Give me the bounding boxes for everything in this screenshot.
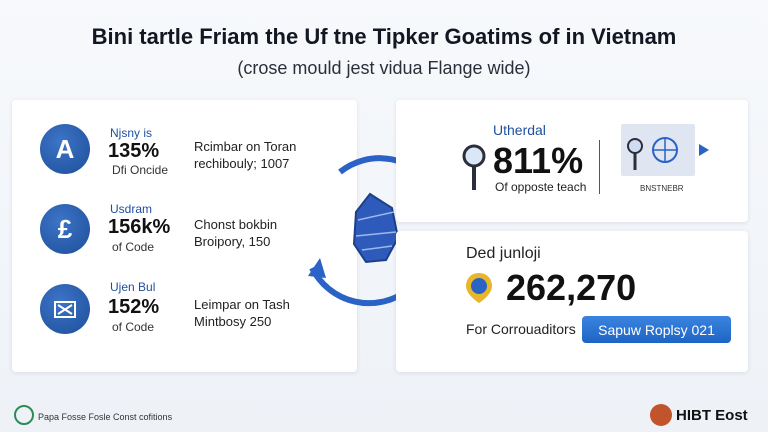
stat-description: Leimpar on Tash Mintbosy 250 <box>194 296 290 330</box>
footer-brand: HIBT Eost <box>676 407 748 424</box>
page-title: Bini tartle Friam the Uf tne Tipker Goat… <box>91 24 677 49</box>
location-pin-icon <box>466 273 492 303</box>
brand-badge-icon <box>650 404 672 426</box>
stat-label: Ujen Bul <box>110 280 156 294</box>
metric-value: 811% <box>493 140 584 181</box>
stat-row: Ujen Bul 152% of Code Leimpar on Tash Mi… <box>12 274 357 344</box>
footer-text: Papa Fosse Fosle Const cofitions <box>38 412 173 422</box>
gem-icon <box>352 192 400 264</box>
stat-description-line: Leimpar on Tash <box>194 297 290 312</box>
gem-facets <box>355 211 397 251</box>
stat-row: £ Usdram 156k% of Code Chonst bokbin Bro… <box>12 194 357 264</box>
pill-button[interactable]: Sapuw Roplsy 021 <box>582 316 731 343</box>
footer-label: For Corrouaditors <box>466 321 576 337</box>
page-subtitle: (crose mould jest vidua Flange wide) <box>237 58 531 78</box>
a-letter-icon: A <box>40 124 90 174</box>
stat-description-line: Chonst bokbin <box>194 217 278 232</box>
magnifier-icon <box>462 144 486 190</box>
chevron-right-icon[interactable] <box>699 144 709 156</box>
bottom-right-panel: Ded junloji 262,270 For Corrouaditors Sa… <box>396 231 748 372</box>
chart-box-glyph <box>54 301 76 318</box>
map-thumbnail <box>621 124 695 176</box>
stat-caption: of Code <box>112 320 155 334</box>
metric-label: Ded junloji <box>466 245 541 262</box>
stat-description-line: rechibouly; 1007 <box>194 156 290 171</box>
stat-value: 135% <box>108 140 160 162</box>
stat-caption: Dfi Oncide <box>112 163 169 177</box>
divider <box>599 140 600 194</box>
cycle-arrow-bottom <box>309 266 410 307</box>
stat-label: Njsny is <box>110 126 153 140</box>
brand-logo-icon <box>14 405 34 425</box>
left-stats-panel: A Njsny is 135% Dfi Oncide Rcimbar on To… <box>12 100 357 372</box>
stat-caption: of Code <box>112 240 155 254</box>
stat-description-line: Broipory, 150 <box>194 234 271 249</box>
top-right-panel: Utherdal 811% Of opposte teach BNSTNEBR <box>396 100 748 222</box>
stat-row: A Njsny is 135% Dfi Oncide Rcimbar on To… <box>12 114 357 184</box>
metric-label: Utherdal <box>493 122 546 138</box>
stat-description-line: Rcimbar on Toran <box>194 139 297 154</box>
stat-label: Usdram <box>110 202 153 216</box>
globe-icon <box>627 137 678 170</box>
thumbnail-caption: BNSTNEBR <box>640 184 684 193</box>
pound-icon: £ <box>40 204 90 254</box>
stat-description: Rcimbar on Toran rechibouly; 1007 <box>194 138 296 172</box>
chart-box-icon <box>40 284 90 334</box>
metric-value: 262,270 <box>506 267 637 308</box>
metric-caption: Of opposte teach <box>495 180 587 194</box>
cycle-arrowhead-bottom <box>308 258 326 278</box>
stat-description: Chonst bokbin Broipory, 150 <box>194 216 277 250</box>
stat-description-line: Mintbosy 250 <box>194 314 272 329</box>
stat-value: 156k% <box>108 216 171 238</box>
stat-value: 152% <box>108 296 160 318</box>
